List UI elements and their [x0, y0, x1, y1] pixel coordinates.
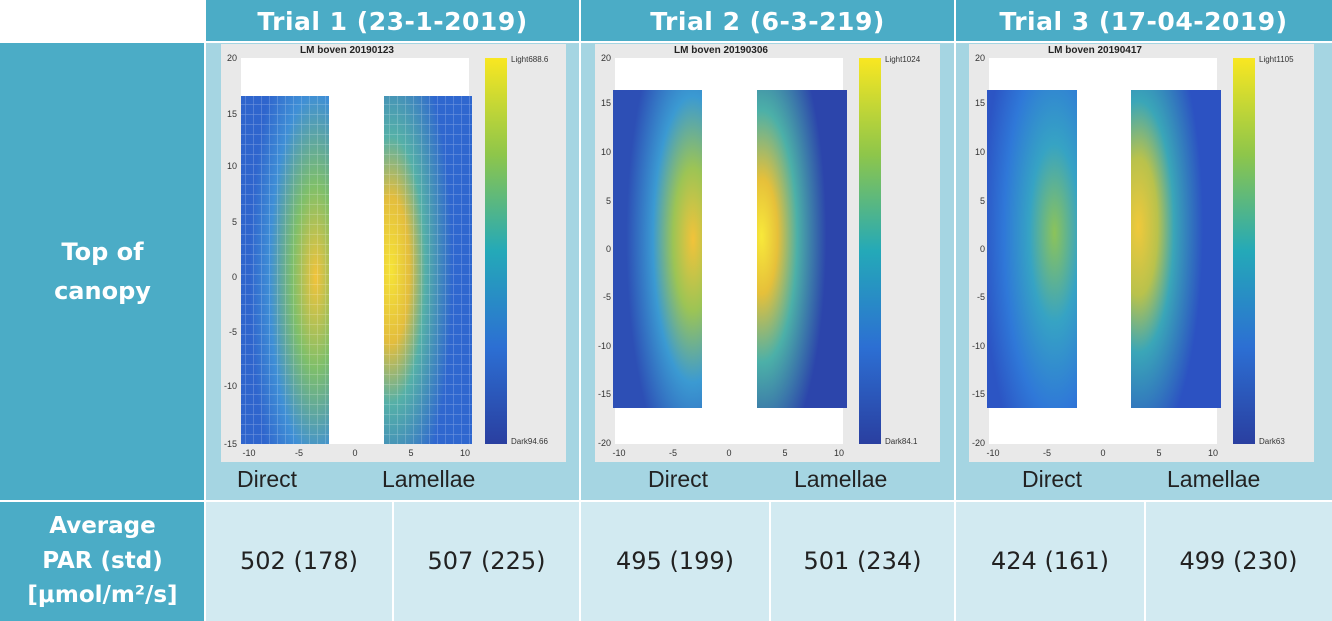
y-tick: -20	[972, 438, 985, 448]
trial-2-header: Trial 2 (6-3-219)	[580, 0, 955, 42]
direct-label: Direct	[648, 466, 709, 492]
x-tick: -10	[612, 448, 625, 458]
heatmap-figure-2: LM boven 20190306 Light1024 Dark84.1 20 …	[595, 44, 940, 462]
x-tick: 0	[352, 448, 357, 458]
lamellae-label: Lamellae	[382, 466, 476, 492]
lamellae-label: Lamellae	[1167, 466, 1261, 492]
y-tick: -15	[598, 389, 611, 399]
row-label-line: Average	[49, 513, 156, 540]
x-tick: 0	[726, 448, 731, 458]
x-tick: -5	[669, 448, 677, 458]
row-label-line: [μmol/m²/s]	[27, 582, 178, 609]
y-tick: 20	[975, 53, 985, 63]
y-tick: 0	[980, 244, 985, 254]
value-cell: 424 (161)	[955, 501, 1145, 621]
y-tick: -10	[598, 341, 611, 351]
colorbar-top-label: Light688.6	[511, 55, 549, 64]
trial-1-title: Trial 1 (23-1-2019)	[257, 6, 528, 36]
y-tick: 15	[601, 98, 611, 108]
y-tick: -20	[598, 438, 611, 448]
y-tick: -10	[224, 381, 237, 391]
x-tick: 10	[834, 448, 844, 458]
row-label-line: canopy	[54, 276, 151, 305]
value-cell: 502 (178)	[205, 501, 393, 621]
y-tick: 10	[601, 147, 611, 157]
table-divider	[769, 501, 771, 621]
y-tick: 5	[232, 217, 237, 227]
trial-1-header: Trial 1 (23-1-2019)	[205, 0, 580, 42]
top-of-canopy-label: Top of canopy	[0, 42, 205, 501]
y-tick: -5	[977, 292, 985, 302]
table-divider	[204, 0, 206, 621]
x-tick: 5	[782, 448, 787, 458]
row-label-line: Top of	[61, 238, 144, 267]
x-tick: 0	[1100, 448, 1105, 458]
y-tick: 5	[980, 196, 985, 206]
heatmap-figure-3: LM boven 20190417 Light1105 Dark63 20 15…	[969, 44, 1314, 462]
table-divider	[1144, 501, 1146, 621]
average-par-label: Average PAR (std) [μmol/m²/s]	[0, 501, 205, 621]
table-divider	[0, 500, 1332, 502]
colorbar-bottom-label: Dark63	[1259, 437, 1285, 446]
y-tick: -5	[603, 292, 611, 302]
value-cell: 499 (230)	[1145, 501, 1332, 621]
colorbar-bottom-label: Dark84.1	[885, 437, 918, 446]
x-tick: -5	[295, 448, 303, 458]
y-tick: 20	[227, 53, 237, 63]
trial-2-title: Trial 2 (6-3-219)	[650, 6, 885, 36]
table-divider	[579, 0, 581, 621]
plot-title: LM boven 20190306	[674, 45, 768, 56]
y-tick: 20	[601, 53, 611, 63]
value-cell: 501 (234)	[770, 501, 955, 621]
table-divider	[392, 501, 394, 621]
table-divider	[0, 41, 1332, 43]
par-value: 502 (178)	[240, 547, 358, 575]
y-tick: 10	[227, 161, 237, 171]
value-cell: 495 (199)	[580, 501, 770, 621]
colorbar-top-label: Light1024	[885, 55, 921, 64]
lamellae-label: Lamellae	[794, 466, 888, 492]
par-value: 495 (199)	[616, 547, 734, 575]
x-tick: -5	[1043, 448, 1051, 458]
x-tick: 5	[1156, 448, 1161, 458]
par-value: 499 (230)	[1179, 547, 1298, 575]
par-value: 507 (225)	[427, 547, 546, 575]
plot-title: LM boven 20190123	[300, 45, 394, 56]
par-value: 424 (161)	[991, 547, 1109, 575]
y-tick: 0	[606, 244, 611, 254]
direct-label: Direct	[1022, 466, 1083, 492]
y-tick: 10	[975, 147, 985, 157]
plot-title: LM boven 20190417	[1048, 45, 1142, 56]
y-tick: 15	[227, 109, 237, 119]
colorbar-bottom-label: Dark94.66	[511, 437, 548, 446]
row-label-line: PAR (std)	[42, 547, 163, 574]
y-tick: -15	[224, 439, 237, 449]
trial-3-title: Trial 3 (17-04-2019)	[999, 6, 1288, 36]
table-divider	[954, 0, 956, 621]
x-tick: 10	[1208, 448, 1218, 458]
colorbar-top-label: Light1105	[1259, 55, 1294, 64]
y-tick: -15	[972, 389, 985, 399]
corner-cell	[0, 0, 205, 42]
heatmap-figure-1: LM boven 20190123 Light688.6 Dark94.66 2…	[221, 44, 566, 462]
x-tick: -10	[242, 448, 255, 458]
y-tick: 15	[975, 98, 985, 108]
trial-3-header: Trial 3 (17-04-2019)	[955, 0, 1332, 42]
x-tick: 10	[460, 448, 470, 458]
y-tick: 5	[606, 196, 611, 206]
x-tick: -10	[986, 448, 999, 458]
value-cell: 507 (225)	[393, 501, 580, 621]
y-tick: 0	[232, 272, 237, 282]
x-tick: 5	[408, 448, 413, 458]
par-value: 501 (234)	[803, 547, 922, 575]
direct-label: Direct	[237, 466, 298, 492]
y-tick: -5	[229, 327, 237, 337]
y-tick: -10	[972, 341, 985, 351]
